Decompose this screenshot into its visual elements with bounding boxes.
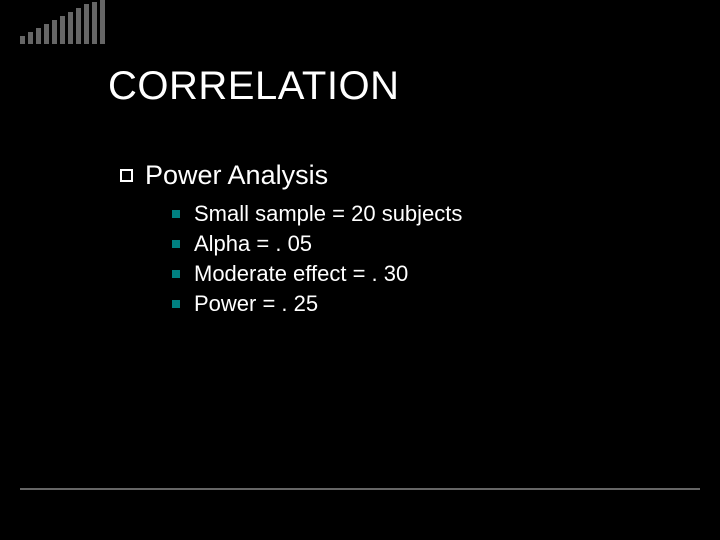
solid-square-icon [172, 240, 180, 248]
bar [100, 0, 105, 44]
solid-square-icon [172, 270, 180, 278]
top-bars-decoration [20, 0, 105, 44]
hollow-square-icon [120, 169, 133, 182]
bar [36, 28, 41, 44]
solid-square-icon [172, 300, 180, 308]
bar [92, 2, 97, 44]
bullet-level2-list: Small sample = 20 subjects Alpha = . 05 … [172, 201, 462, 317]
bar [52, 20, 57, 44]
bar [84, 4, 89, 44]
bar [44, 24, 49, 44]
level2-text: Alpha = . 05 [194, 231, 312, 257]
bottom-divider [20, 488, 700, 490]
bar [60, 16, 65, 44]
bar [28, 32, 33, 44]
level1-text: Power Analysis [145, 160, 328, 191]
level2-text: Moderate effect = . 30 [194, 261, 408, 287]
bullet-level2: Small sample = 20 subjects [172, 201, 462, 227]
slide: CORRELATION Power Analysis Small sample … [0, 0, 720, 540]
solid-square-icon [172, 210, 180, 218]
level2-text: Small sample = 20 subjects [194, 201, 462, 227]
bar [68, 12, 73, 44]
bullet-level2: Moderate effect = . 30 [172, 261, 462, 287]
level2-text: Power = . 25 [194, 291, 318, 317]
bar [76, 8, 81, 44]
bullet-level2: Alpha = . 05 [172, 231, 462, 257]
bullet-level2: Power = . 25 [172, 291, 462, 317]
bullet-level1: Power Analysis [120, 160, 462, 191]
slide-title: CORRELATION [108, 64, 399, 109]
slide-content: Power Analysis Small sample = 20 subject… [120, 160, 462, 321]
bar [20, 36, 25, 44]
